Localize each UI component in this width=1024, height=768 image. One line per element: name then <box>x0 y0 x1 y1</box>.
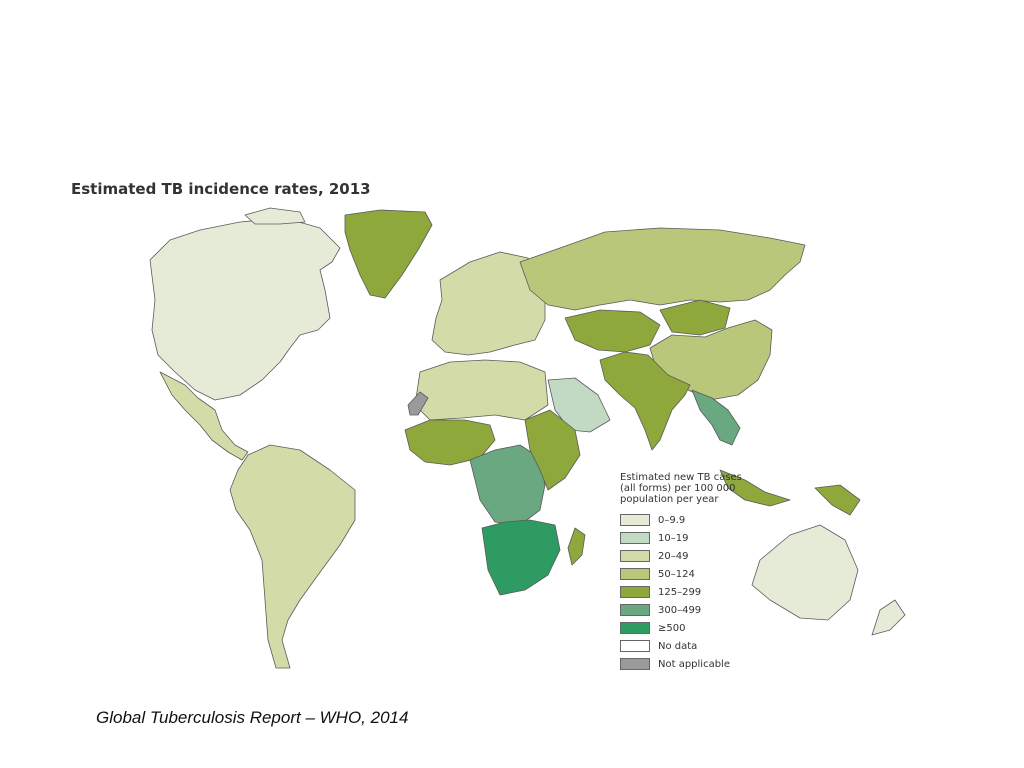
map-title: Estimated TB incidence rates, 2013 <box>71 180 371 198</box>
region-north-africa <box>414 359 549 421</box>
legend-label: Not applicable <box>658 658 730 670</box>
legend-label: 300–499 <box>658 604 702 616</box>
legend-label: No data <box>658 640 698 652</box>
legend-item: 20–49 <box>620 547 780 565</box>
region-north-america <box>149 217 341 401</box>
region-greenland <box>344 209 433 299</box>
legend-item: Not applicable <box>620 655 780 673</box>
legend-swatch <box>620 604 650 616</box>
region-indonesia <box>719 469 791 507</box>
legend-item: 300–499 <box>620 601 780 619</box>
legend-swatch <box>620 550 650 562</box>
legend-swatch <box>620 658 650 670</box>
legend-item: ≥500 <box>620 619 780 637</box>
legend: Estimated new TB cases (all forms) per 1… <box>620 472 780 673</box>
region-mongolia <box>659 299 731 336</box>
legend-label: 125–299 <box>658 586 702 598</box>
region-central-asia <box>564 309 661 353</box>
legend-item: 0–9.9 <box>620 511 780 529</box>
legend-label: 0–9.9 <box>658 514 686 526</box>
region-east-africa <box>524 409 581 491</box>
region-south-america <box>229 444 356 669</box>
legend-swatch <box>620 622 650 634</box>
legend-label: 50–124 <box>658 568 695 580</box>
legend-swatch <box>620 640 650 652</box>
legend-label: 20–49 <box>658 550 689 562</box>
legend-item: 10–19 <box>620 529 780 547</box>
region-arabian-peninsula <box>547 377 611 433</box>
region-madagascar <box>567 527 586 566</box>
region-west-africa <box>404 419 496 466</box>
region-western-sahara <box>407 391 429 416</box>
legend-swatch <box>620 514 650 526</box>
legend-label: 10–19 <box>658 532 689 544</box>
region-australia <box>751 524 859 621</box>
region-arctic-islands <box>244 207 306 225</box>
world-map <box>149 207 906 669</box>
legend-swatch <box>620 586 650 598</box>
region-new-zealand <box>871 599 906 636</box>
legend-swatch <box>620 532 650 544</box>
legend-swatch <box>620 568 650 580</box>
region-central-africa <box>469 444 546 526</box>
region-russia <box>519 227 806 311</box>
legend-title: Estimated new TB cases (all forms) per 1… <box>620 472 742 505</box>
region-southeast-asia <box>691 389 741 446</box>
region-indonesia-east <box>814 484 861 516</box>
legend-item: 50–124 <box>620 565 780 583</box>
region-mexico <box>159 371 249 461</box>
caption: Global Tuberculosis Report – WHO, 2014 <box>96 708 409 727</box>
region-southern-africa <box>481 519 561 596</box>
region-south-asia <box>599 351 691 451</box>
legend-label: ≥500 <box>658 622 686 634</box>
legend-item: No data <box>620 637 780 655</box>
legend-item: 125–299 <box>620 583 780 601</box>
region-europe <box>431 251 546 356</box>
